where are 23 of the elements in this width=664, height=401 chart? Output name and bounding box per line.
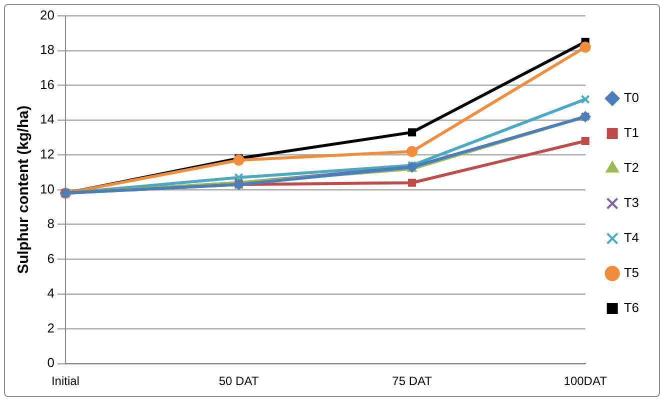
y-tick-label: 18 — [40, 42, 54, 58]
legend-label: T4 — [624, 230, 639, 246]
legend-label: T3 — [624, 195, 639, 210]
legend-label: T1 — [624, 125, 639, 140]
y-tick-label: 20 — [40, 7, 54, 22]
x-tick-label: Initial — [51, 374, 80, 388]
y-tick-label: 2 — [47, 320, 54, 336]
legend-label: T2 — [624, 160, 639, 176]
x-tick-label: 50 DAT — [218, 374, 260, 388]
x-tick-label: 75 DAT — [392, 374, 433, 388]
y-tick-label: 4 — [47, 286, 54, 301]
y-axis-title: Sulphur content (kg/ha) — [15, 106, 32, 274]
y-tick-label: 10 — [40, 181, 54, 196]
legend-label: T5 — [624, 265, 639, 280]
legend-label: T6 — [624, 300, 639, 316]
y-tick-label: 14 — [40, 112, 54, 127]
y-tick-label: 0 — [47, 355, 54, 370]
x-tick-label: 100DAT — [564, 374, 608, 388]
y-tick-label: 6 — [47, 250, 54, 266]
y-tick-label: 8 — [47, 216, 54, 232]
legend-label: T0 — [624, 90, 639, 106]
y-tick-label: 12 — [40, 146, 54, 162]
y-tick-label: 16 — [40, 76, 54, 92]
